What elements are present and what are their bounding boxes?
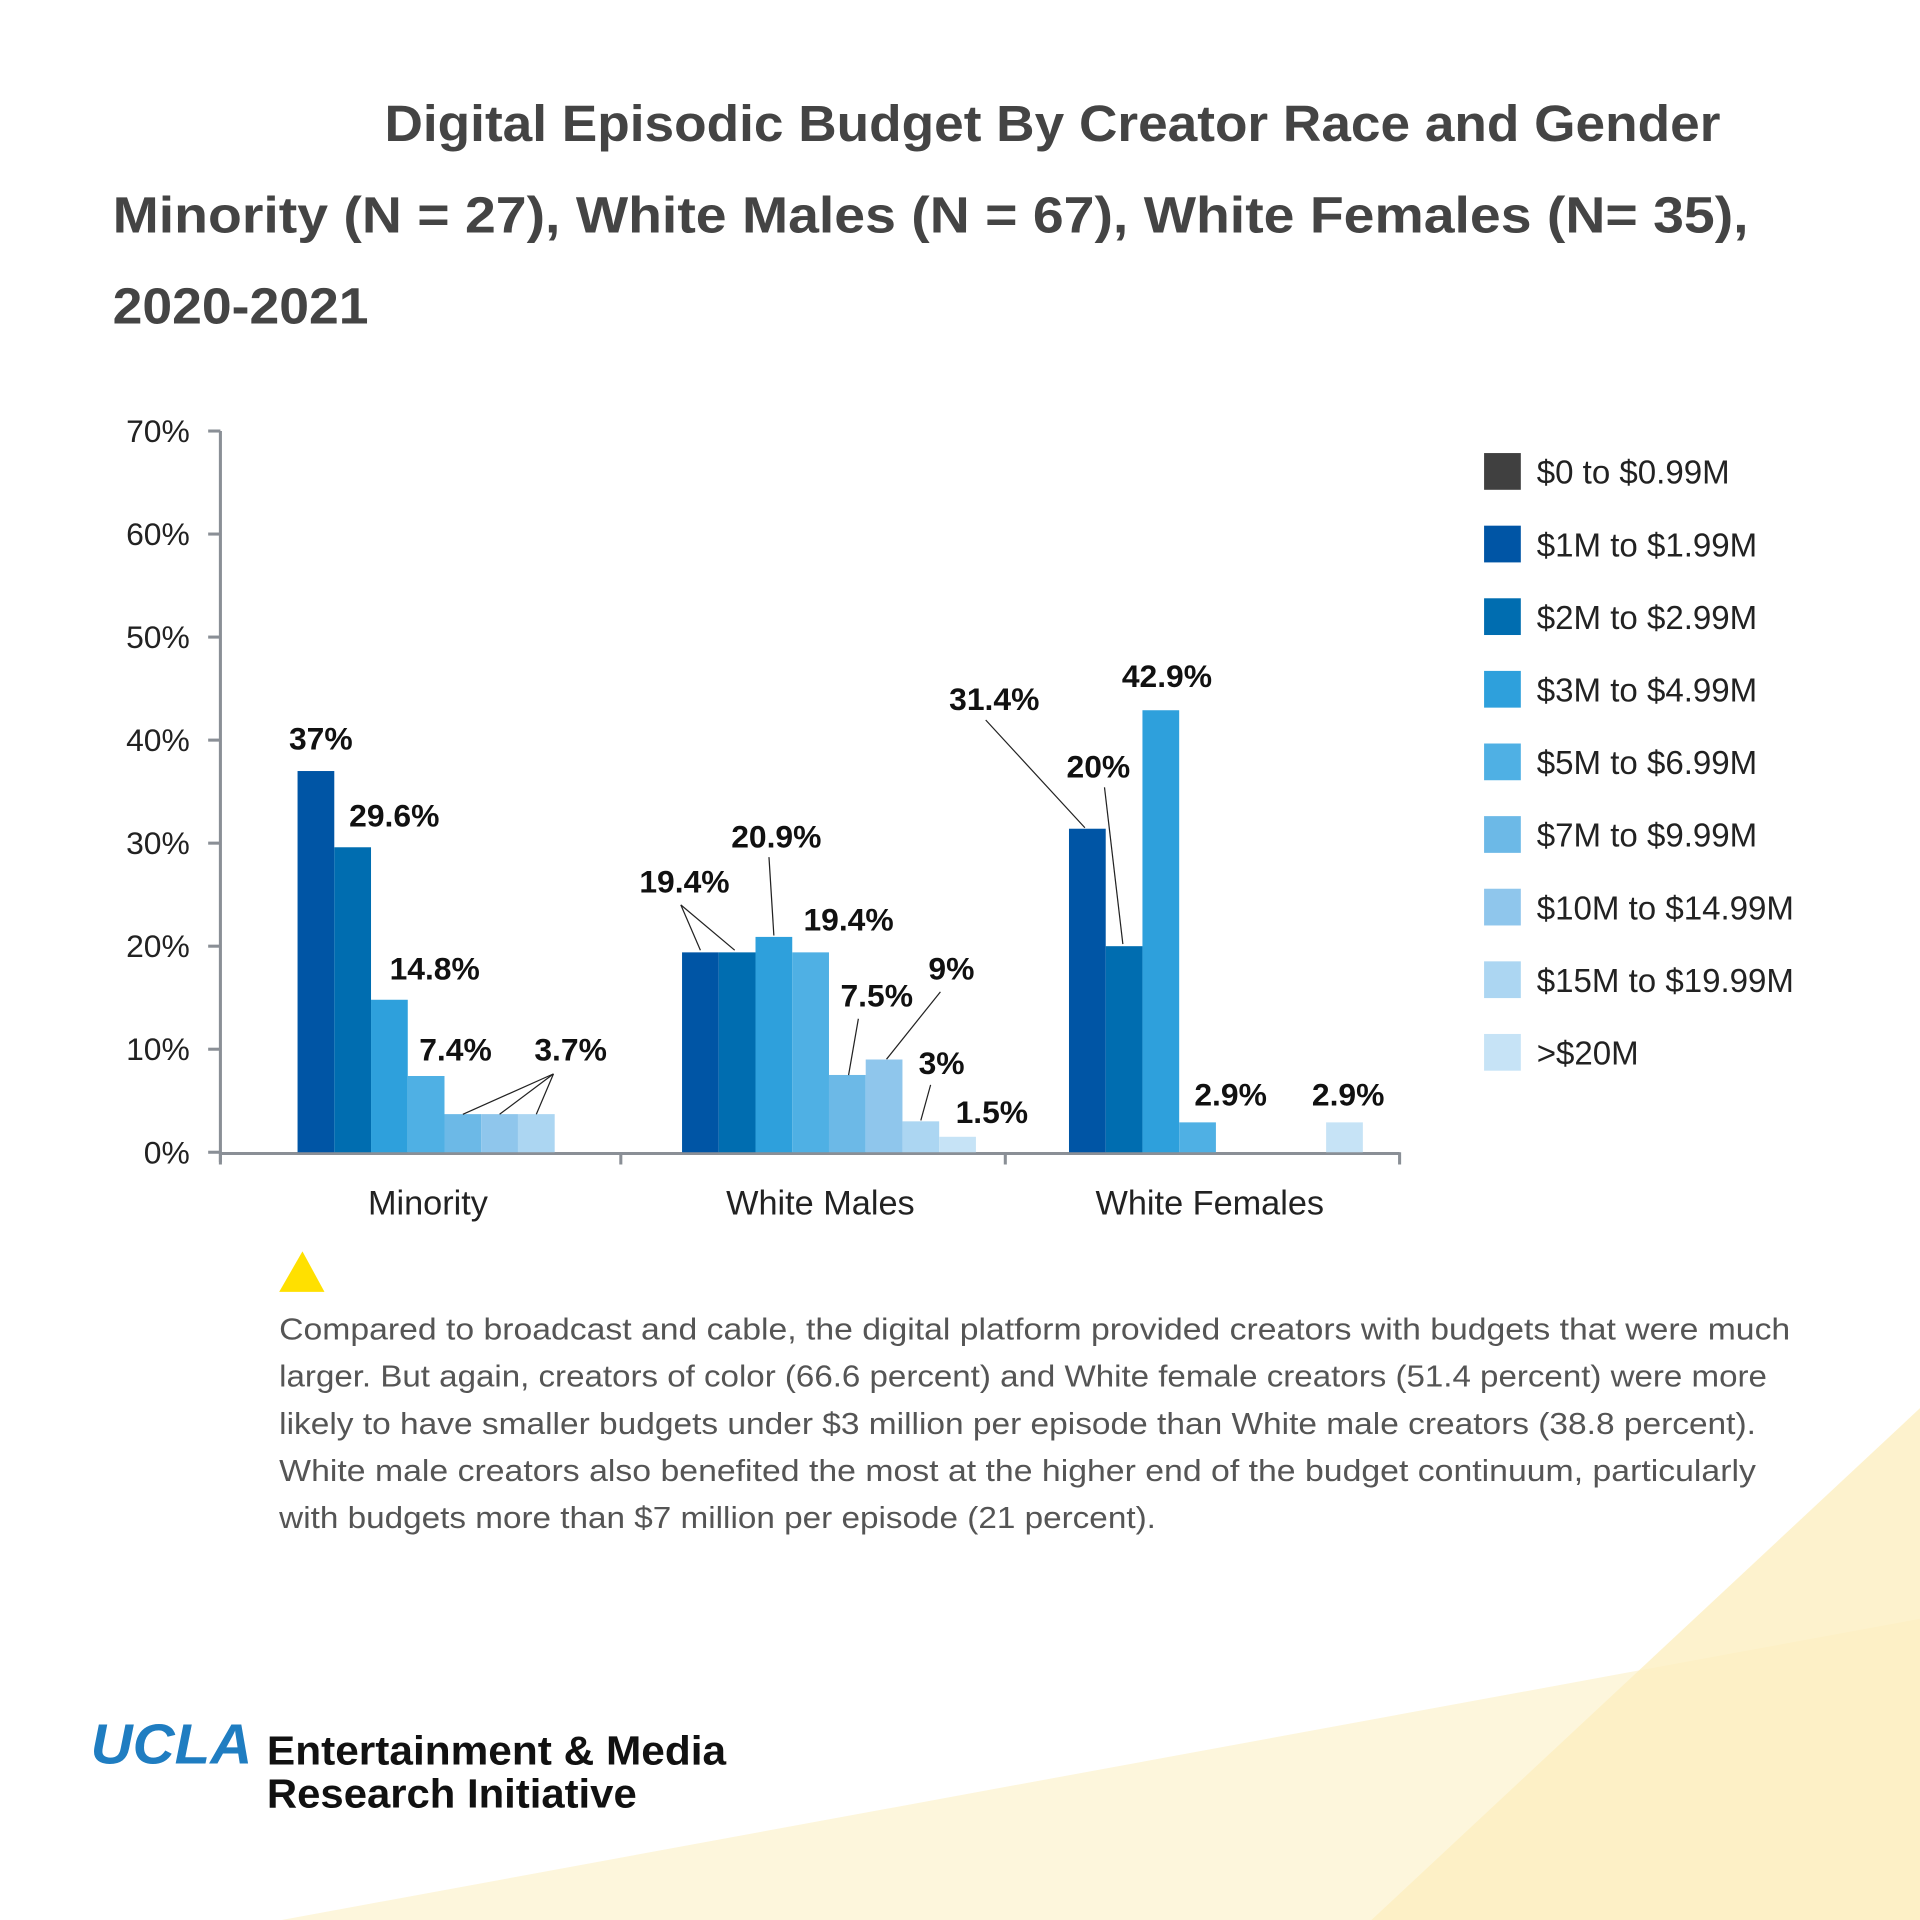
y-tick-label: 50% [126, 619, 190, 655]
x-category-label: White Males [726, 1185, 915, 1223]
data-label: 20% [1067, 749, 1131, 785]
leader-line [680, 904, 736, 951]
bar [371, 999, 408, 1153]
callout-line: likely to have smaller budgets under $3 … [279, 1407, 1756, 1441]
data-label: 3% [919, 1045, 965, 1081]
bar [718, 952, 756, 1153]
bar-chart: 0% 10% 20% 30% 40% 50% 60% 70% Minority White Mal… [126, 413, 1402, 1223]
bar [407, 1076, 445, 1153]
legend-swatch [1484, 1033, 1521, 1071]
y-tick-label: 30% [126, 825, 190, 861]
logo: UCLA Entertainment & Media Research Init… [91, 1712, 727, 1816]
callout-text: Compared to broadcast and cable, the dig… [278, 1313, 1790, 1536]
data-label: 7.5% [840, 978, 913, 1014]
y-tick-label: 10% [126, 1031, 190, 1067]
bar [939, 1136, 976, 1153]
leader-line [499, 1073, 554, 1115]
legend-label: $7M to $9.99M [1537, 818, 1757, 855]
bar [1142, 710, 1180, 1153]
legend-swatch [1484, 525, 1521, 563]
leader-line [847, 1018, 859, 1076]
bar [481, 1114, 518, 1153]
chart-title-line3: 2020-2021 [113, 276, 369, 334]
data-label: 7.4% [419, 1031, 492, 1067]
legend-label: $15M to $19.99M [1537, 963, 1794, 1000]
legend-label: $5M to $6.99M [1537, 745, 1757, 782]
bar [444, 1114, 482, 1153]
bar [682, 952, 719, 1153]
bar [865, 1059, 903, 1153]
legend-label: $2M to $2.99M [1537, 600, 1757, 637]
leader-line [886, 991, 941, 1060]
leader-line [985, 719, 1086, 829]
y-tick-label: 60% [126, 516, 190, 552]
legend-swatch [1484, 816, 1521, 853]
bar [755, 936, 793, 1153]
data-label: 9% [928, 951, 974, 987]
bar [828, 1074, 866, 1153]
bar [517, 1114, 555, 1153]
y-tick-label: 70% [126, 413, 190, 449]
legend-swatch [1484, 743, 1521, 781]
legend-swatch [1484, 598, 1521, 636]
callout-line: White male creators also benefited the m… [279, 1454, 1756, 1488]
legend-swatch [1484, 670, 1521, 708]
bar [902, 1121, 940, 1153]
x-category-label: Minority [368, 1185, 489, 1223]
leader-line [535, 1073, 555, 1115]
legend-label: $0 to $0.99M [1537, 455, 1730, 492]
y-tick-label: 20% [126, 928, 190, 964]
leader-line [462, 1073, 554, 1115]
legend-swatch [1484, 453, 1521, 490]
legend-label: >$20M [1537, 1036, 1639, 1073]
data-label: 29.6% [349, 798, 439, 834]
bar [792, 952, 829, 1153]
leader-line [768, 857, 775, 936]
bar [1179, 1122, 1216, 1153]
y-tick-label: 40% [126, 722, 190, 758]
legend-label: $3M to $4.99M [1537, 673, 1757, 710]
legend: $0 to $0.99M $1M to $1.99M $2M to $2.99M $3… [1484, 453, 1794, 1073]
bar [297, 771, 335, 1153]
yellow-triangle-icon [279, 1251, 325, 1292]
data-label: 2.9% [1194, 1077, 1267, 1113]
data-label: 2.9% [1312, 1077, 1385, 1113]
callout-line: Compared to broadcast and cable, the dig… [279, 1313, 1790, 1347]
data-label: 19.4% [639, 864, 729, 900]
chart-title-line2: Minority (N = 27), White Males (N = 67),… [113, 186, 1749, 244]
bar [1326, 1122, 1363, 1153]
callout-line: with budgets more than $7 million per ep… [278, 1501, 1156, 1535]
chart-title-line1: Digital Episodic Budget By Creator Race … [384, 94, 1720, 152]
data-label: 19.4% [803, 902, 893, 938]
data-label: 3.7% [534, 1031, 607, 1067]
legend-swatch [1484, 961, 1521, 999]
y-tick-label: 0% [144, 1134, 190, 1170]
data-label: 1.5% [956, 1094, 1029, 1130]
data-label: 31.4% [949, 681, 1039, 717]
legend-swatch [1484, 888, 1521, 926]
logo-line2: Research Initiative [267, 1770, 637, 1816]
legend-label: $10M to $14.99M [1537, 890, 1794, 927]
legend-label: $1M to $1.99M [1537, 527, 1757, 564]
bar [1068, 828, 1106, 1153]
logo-line1: Entertainment & Media [267, 1727, 727, 1773]
data-label: 42.9% [1122, 658, 1212, 694]
leader-line [920, 1084, 932, 1121]
x-category-label: White Females [1096, 1185, 1325, 1223]
logo-ucla: UCLA [91, 1712, 253, 1775]
bar [334, 847, 372, 1153]
bar [1105, 946, 1143, 1153]
callout-line: larger. But again, creators of color (66… [279, 1360, 1767, 1394]
leader-line [680, 904, 701, 951]
data-label: 14.8% [390, 951, 480, 987]
leader-line [1103, 787, 1124, 945]
data-label: 37% [289, 720, 353, 756]
data-label: 20.9% [731, 818, 821, 854]
